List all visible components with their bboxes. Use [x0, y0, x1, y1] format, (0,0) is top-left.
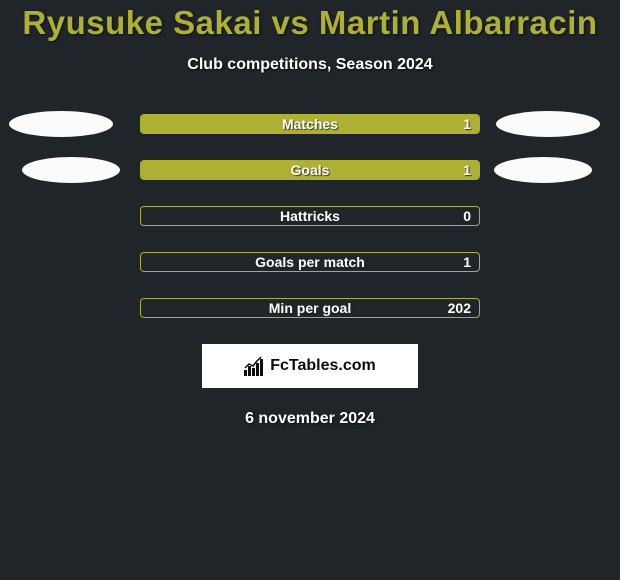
stat-bar: Goals per match 1: [140, 252, 480, 272]
stat-rows: Matches 1 Goals 1 Hattricks 0 Goals per match 1…: [0, 114, 620, 318]
stat-bar: Goals 1: [140, 160, 480, 180]
stat-value: 0: [463, 208, 471, 224]
player-right-marker: [494, 157, 592, 183]
page-title: Ryusuke Sakai vs Martin Albarracin: [0, 4, 620, 42]
subtitle: Club competitions, Season 2024: [0, 56, 620, 74]
stat-bar: Min per goal 202: [140, 298, 480, 318]
stat-row: Goals 1: [0, 160, 620, 180]
stat-label: Goals: [291, 162, 330, 178]
stat-label: Min per goal: [269, 300, 351, 316]
logo-text: FcTables.com: [270, 357, 376, 375]
player-left-marker: [22, 157, 120, 183]
stat-row: Matches 1: [0, 114, 620, 134]
player-left-marker: [9, 111, 113, 137]
logo-box[interactable]: FcTables.com: [202, 344, 418, 388]
player-right-marker: [496, 111, 600, 137]
stat-row: Hattricks 0: [0, 206, 620, 226]
stat-value: 202: [448, 300, 471, 316]
stat-row: Goals per match 1: [0, 252, 620, 272]
stat-bar: Matches 1: [140, 114, 480, 134]
logo-icon: [244, 356, 266, 376]
stat-label: Matches: [282, 116, 338, 132]
date-label: 6 november 2024: [0, 410, 620, 428]
comparison-card: Ryusuke Sakai vs Martin Albarracin Club …: [0, 0, 620, 428]
stat-value: 1: [463, 116, 471, 132]
stat-value: 1: [463, 162, 471, 178]
stat-label: Goals per match: [255, 254, 365, 270]
stat-bar: Hattricks 0: [140, 206, 480, 226]
stat-label: Hattricks: [280, 208, 340, 224]
stat-row: Min per goal 202: [0, 298, 620, 318]
stat-value: 1: [463, 254, 471, 270]
